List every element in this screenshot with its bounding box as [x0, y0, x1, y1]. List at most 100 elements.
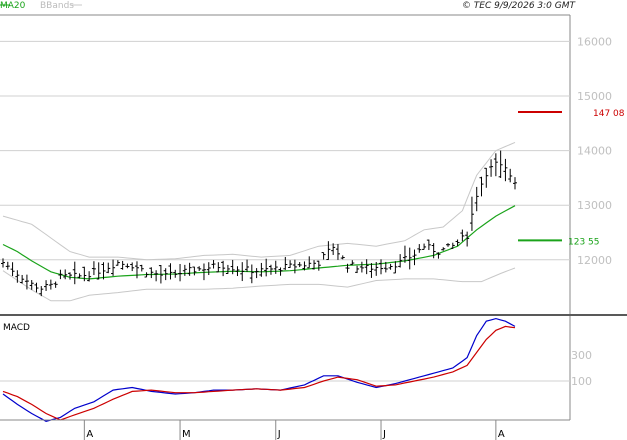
ohlc-bar [268, 264, 273, 275]
ohlc-bar [192, 266, 197, 276]
ohlc-bar [96, 262, 101, 280]
ohlc-bar [450, 242, 455, 249]
ohlc-bar [446, 243, 451, 247]
ohlc-bar [412, 249, 417, 266]
xtick-label: M [182, 429, 191, 440]
ohlc-bar [225, 264, 230, 274]
ohlc-bar [469, 196, 474, 231]
macd-panel: MACD 300 100 [0, 316, 592, 422]
ohlc-bar [455, 239, 460, 246]
ohlc-bar [426, 239, 431, 251]
support-label: 123 55 [568, 237, 600, 247]
ohlc-bar [493, 153, 498, 177]
ohlc-bar [312, 260, 317, 270]
bband-lower [2, 267, 516, 302]
ohlc-bar [340, 255, 345, 260]
ohlc-bar [264, 258, 269, 277]
ohlc-bar [335, 244, 340, 260]
ohlc-bar [149, 267, 154, 279]
ma20-line [2, 205, 516, 280]
ohlc-bar [44, 280, 49, 291]
ohlc-bar [235, 266, 240, 277]
ohlc-bar [316, 260, 321, 271]
ohlc-bar [230, 259, 235, 275]
ohlc-bar [29, 280, 34, 290]
ohlc-bar [221, 260, 226, 277]
xtick-label: A [498, 429, 505, 440]
ohlc-bar [364, 259, 369, 275]
ohlc-bar [10, 262, 15, 277]
xtick-label: A [86, 429, 93, 440]
ohlc-bar [254, 268, 259, 279]
ohlc-bar [154, 270, 159, 282]
ohlc-bar [331, 243, 336, 255]
ohlc-bar [206, 262, 211, 276]
ohlc-bar [484, 167, 489, 188]
ohlc-bar [101, 262, 106, 280]
ohlc-bar [106, 262, 111, 274]
price-ytick-label: 12000 [577, 254, 612, 267]
ohlc-bar [63, 269, 68, 280]
ohlc-bar [374, 262, 379, 276]
price-ytick-label: 15000 [577, 90, 612, 103]
ohlc-bar [259, 262, 264, 277]
ohlc-bar [130, 262, 135, 272]
ohlc-bar [82, 266, 87, 282]
ohlc-bar [402, 245, 407, 263]
ohlc-bar [168, 263, 173, 280]
copyright: © TEC 9/9/2026 3:0 GMT [462, 1, 577, 11]
ohlc-bar [120, 260, 125, 270]
ohlc-bar [39, 286, 44, 297]
ohlc-bar [34, 282, 39, 293]
ohlc-bar [211, 260, 216, 269]
ohlc-bar [87, 271, 92, 282]
ohlc-bar [115, 260, 120, 266]
ohlc-bar [249, 264, 254, 284]
ohlc-bar [388, 263, 393, 270]
price-panel: 16000 15000 14000 13000 12000 147 08 123 55 [0, 14, 625, 314]
ohlc-bar [417, 244, 422, 253]
ohlc-bar [182, 264, 187, 276]
ohlc-bar [201, 263, 206, 281]
ohlc-bar [465, 231, 470, 247]
ohlc-bar [72, 261, 77, 285]
ohlc-bar [245, 259, 250, 272]
ohlc-bar [53, 281, 58, 288]
ohlc-bar [134, 261, 139, 279]
ohlc-bar [288, 260, 293, 269]
ohlc-bar [383, 261, 388, 273]
macd-ytick-label: 100 [571, 375, 592, 388]
macd-ytick-label: 300 [571, 349, 592, 362]
ohlc-bar [15, 270, 20, 283]
ohlc-bar [379, 259, 384, 275]
ohlc-bar [503, 158, 508, 182]
ohlc-bar [187, 262, 192, 276]
ohlc-bar [91, 261, 96, 276]
ohlc-bar [513, 177, 517, 190]
ohlc-bar [5, 261, 10, 270]
ohlc-bar [24, 274, 29, 290]
ohlc-bar [197, 266, 202, 271]
bband-upper [2, 141, 516, 261]
price-ytick-label: 16000 [577, 35, 612, 48]
ohlc-bar [326, 241, 331, 261]
ohlc-bar [345, 263, 350, 273]
ohlc-bar [273, 260, 278, 274]
xtick-label: J [382, 429, 386, 440]
ohlc-bar [292, 259, 297, 274]
legend-ma20: MA20 [0, 1, 26, 11]
ohlc-bar [111, 259, 116, 276]
ohlc-bar [173, 269, 178, 278]
ohlc-bar [359, 261, 364, 273]
macd-title: MACD [3, 323, 30, 333]
ohlc-bar [441, 247, 446, 251]
ohlc-bar [479, 176, 484, 197]
ohlc-bar [240, 262, 245, 282]
ohlc-bar [355, 265, 360, 274]
ohlc-bar [163, 268, 168, 281]
price-ytick-label: 14000 [577, 145, 612, 158]
macd-line [2, 317, 516, 422]
legend-bbands: BBands [40, 1, 74, 11]
